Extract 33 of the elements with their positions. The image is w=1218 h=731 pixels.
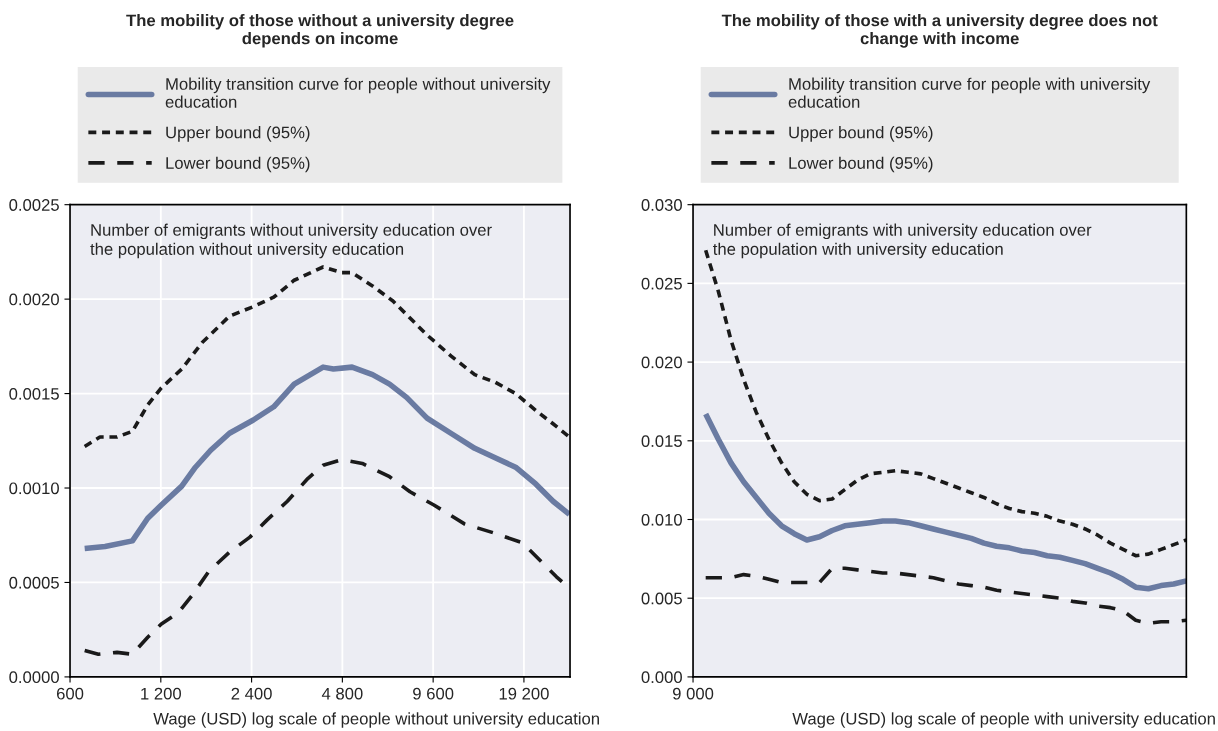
y-tick-label: 0.010 bbox=[641, 513, 682, 526]
y-tick-label: 0.0005 bbox=[9, 576, 59, 589]
x-tick-label: 2 400 bbox=[231, 687, 272, 700]
annotation: Number of emigrants with university education over the population with university education bbox=[713, 223, 1092, 259]
legend-label: Mobility transition curve for people with university education bbox=[788, 77, 1151, 108]
y-tick-label: 0.030 bbox=[641, 199, 682, 211]
annotation: Number of emigrants without university education over the population without university education bbox=[90, 223, 492, 259]
y-tick-label: 0.0010 bbox=[9, 482, 59, 495]
y-tick-label: 0.0025 bbox=[9, 199, 59, 211]
legend-label: Lower bound (95%) bbox=[166, 156, 310, 173]
chart-title: The mobility of those without a university degree depends on income bbox=[126, 14, 514, 48]
x-axis-title: Wage (USD) log scale of people without university education bbox=[153, 712, 599, 728]
chart-title: The mobility of those with a university degree does not change with income bbox=[721, 14, 1158, 48]
x-tick-label: 9 000 bbox=[672, 687, 714, 700]
y-tick-label: 0.025 bbox=[641, 277, 682, 290]
x-tick-label: 4 800 bbox=[321, 687, 363, 700]
y-tick-label: 0.005 bbox=[641, 592, 682, 605]
y-tick-label: 0.015 bbox=[641, 435, 682, 447]
legend-label: Upper bound (95%) bbox=[166, 126, 310, 142]
line-series bbox=[703, 566, 1187, 626]
legend-label: Mobility transition curve for people without university education bbox=[165, 77, 551, 108]
y-tick-label: 0.020 bbox=[641, 356, 682, 369]
x-tick-label: 600 bbox=[56, 687, 84, 700]
y-tick-label: 0.0000 bbox=[9, 671, 59, 684]
y-tick-label: 0.0015 bbox=[9, 387, 59, 400]
x-tick-label: 19 200 bbox=[499, 687, 549, 700]
y-tick-label: 0.000 bbox=[641, 671, 682, 684]
x-tick-label: 9 600 bbox=[413, 687, 454, 700]
legend-label: Upper bound (95%) bbox=[789, 126, 933, 142]
x-tick-label: 1 200 bbox=[141, 687, 182, 700]
y-tick-label: 0.0020 bbox=[9, 293, 59, 306]
legend-label: Lower bound (95%) bbox=[789, 156, 933, 173]
x-axis-title: Wage (USD) log scale of people with university education bbox=[792, 712, 1215, 728]
